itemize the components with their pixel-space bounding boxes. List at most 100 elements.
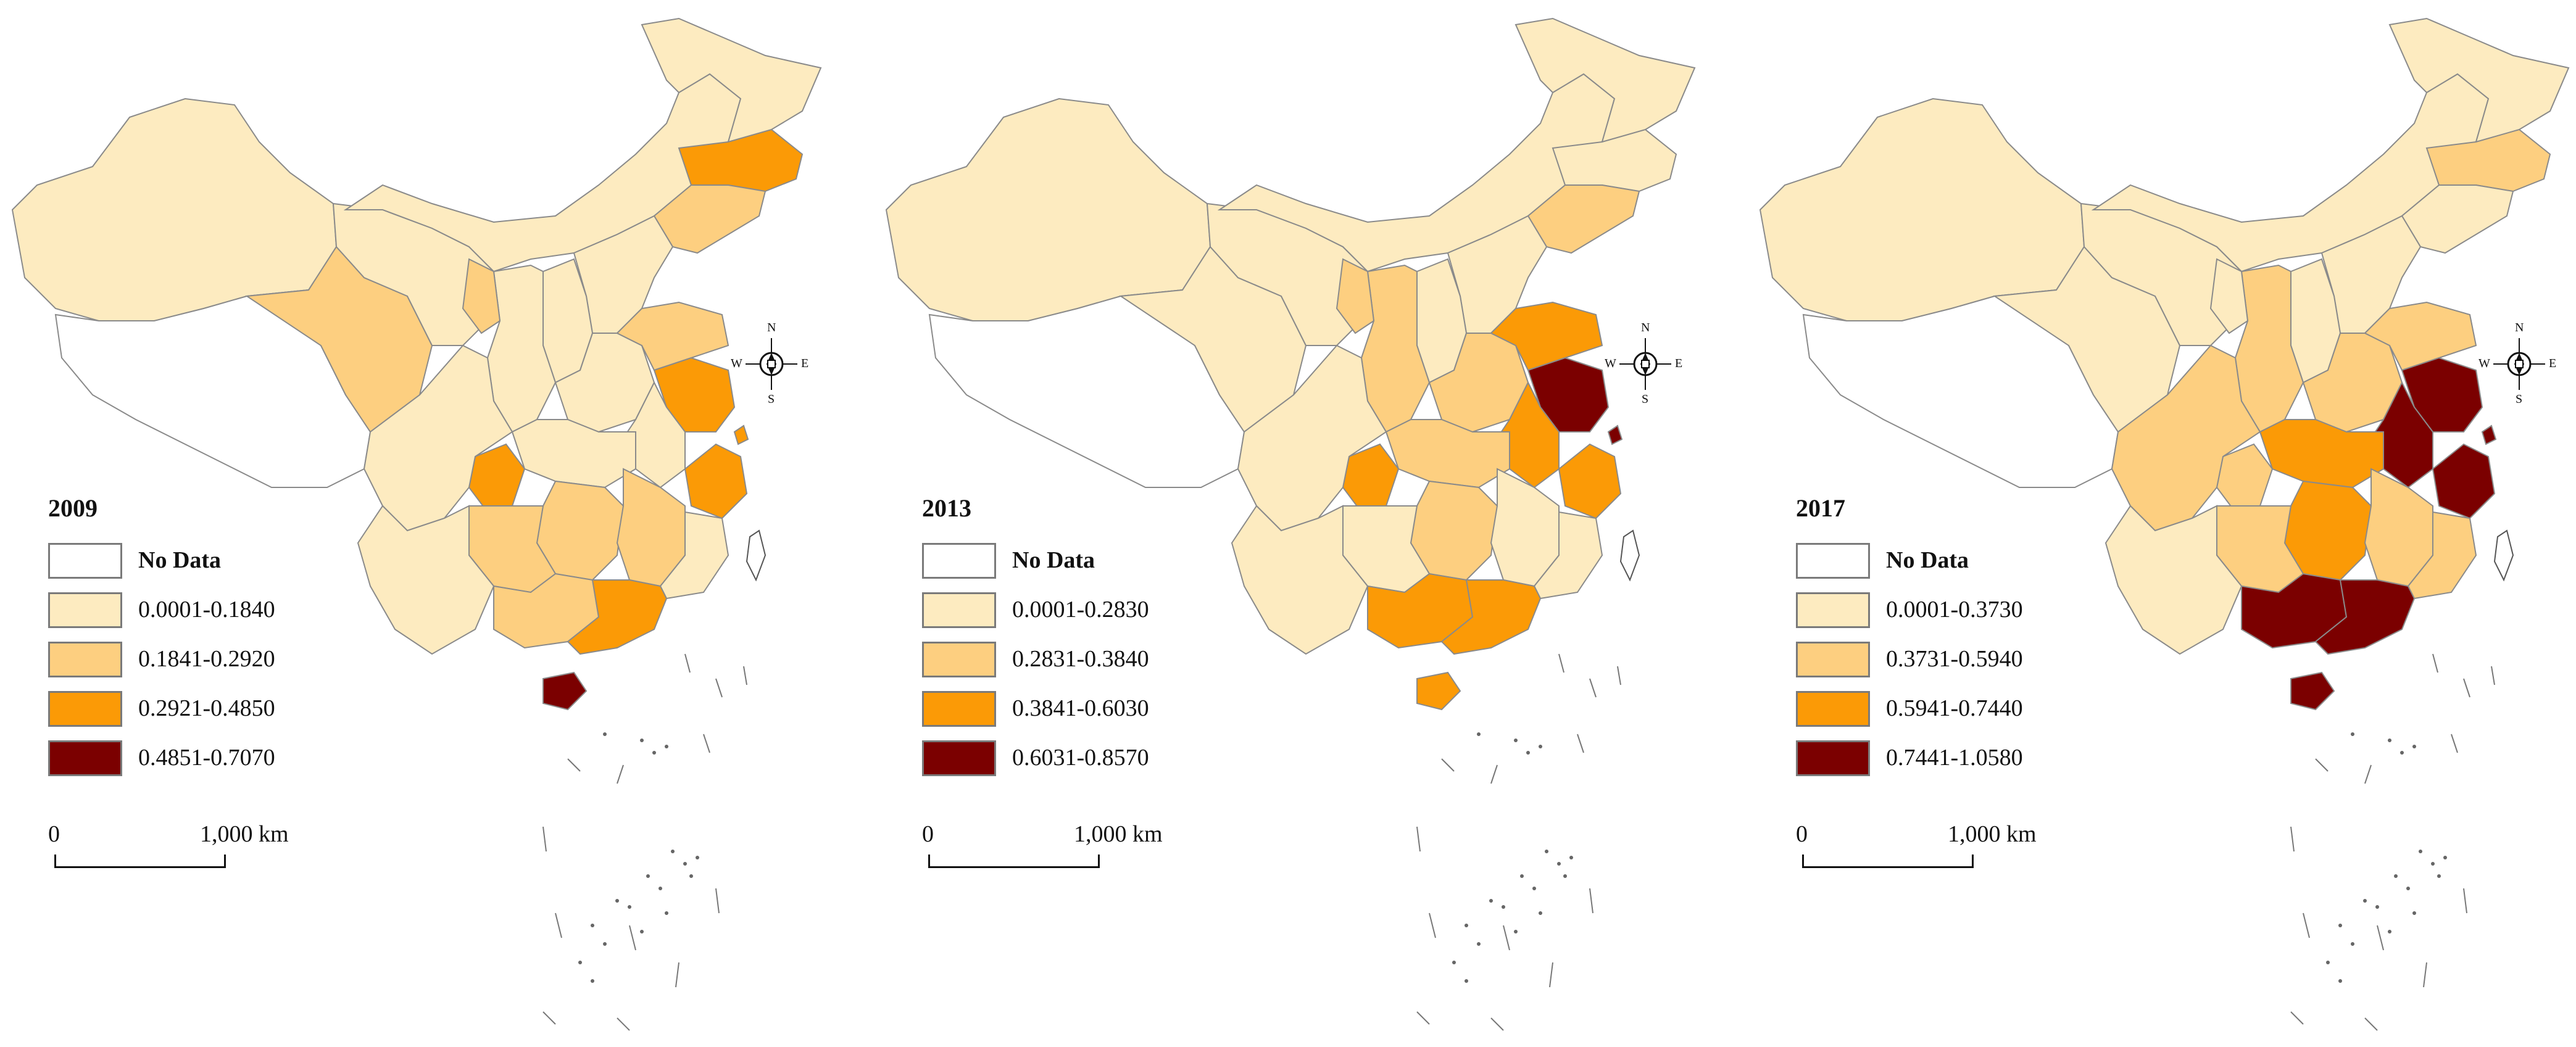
region-hainan bbox=[2290, 671, 2335, 711]
compass-rose-icon: N S W E bbox=[731, 321, 808, 407]
south-china-sea-islands bbox=[1416, 653, 1621, 1031]
region-shanghai bbox=[1607, 424, 1623, 445]
region-fujian bbox=[1533, 511, 1603, 600]
region-xinjiang bbox=[11, 97, 338, 321]
compass-n: N bbox=[2515, 321, 2524, 334]
china-map bbox=[1759, 17, 2570, 1031]
scale-bar: 0 1,000 km bbox=[922, 821, 1163, 876]
legend-label: 0.7441-1.0580 bbox=[1886, 745, 2023, 771]
region-taiwan bbox=[1619, 529, 1640, 582]
legend-swatch bbox=[48, 592, 122, 628]
scale-zero-label: 0 bbox=[48, 821, 60, 847]
region-fujian bbox=[2407, 511, 2477, 600]
legend-label: 0.0001-0.1840 bbox=[138, 597, 275, 623]
compass-s: S bbox=[1642, 392, 1649, 406]
region-zhejiang bbox=[2432, 443, 2496, 519]
legend-swatch bbox=[1796, 642, 1870, 677]
legend-label: 0.0001-0.2830 bbox=[1012, 597, 1149, 623]
compass-s: S bbox=[768, 392, 775, 406]
region-guangdong bbox=[567, 579, 668, 655]
map-panel-2009: N S W E 2009 No Data 0.0001-0.1840 0.184… bbox=[0, 0, 858, 1047]
legend-swatch bbox=[922, 691, 996, 727]
legend-label: 0.5941-0.7440 bbox=[1886, 695, 2023, 721]
region-yunnan bbox=[357, 505, 495, 655]
legend-label: 0.2921-0.4850 bbox=[138, 695, 275, 721]
compass-e: E bbox=[2549, 357, 2557, 370]
scale-bar-line bbox=[1802, 855, 1974, 868]
legend-label: 0.0001-0.3730 bbox=[1886, 597, 2023, 623]
region-liaoning bbox=[1527, 184, 1640, 254]
region-zhejiang bbox=[684, 443, 748, 519]
legend-label: 0.3731-0.5940 bbox=[1886, 646, 2023, 672]
scale-max-label: 1,000 km bbox=[1948, 821, 2037, 847]
legend-label: No Data bbox=[138, 547, 222, 573]
region-taiwan bbox=[746, 529, 767, 582]
legend-swatch bbox=[1796, 691, 1870, 727]
region-shandong bbox=[616, 301, 729, 371]
compass-n: N bbox=[767, 321, 776, 334]
region-zhejiang bbox=[1558, 443, 1622, 519]
region-hainan bbox=[542, 671, 588, 711]
legend-swatch bbox=[922, 740, 996, 776]
legend-label: No Data bbox=[1886, 547, 1969, 573]
region-taiwan bbox=[2493, 529, 2514, 582]
scale-bar: 0 1,000 km bbox=[1796, 821, 2037, 876]
legend-label: 0.4851-0.7070 bbox=[138, 745, 275, 771]
region-liaoning bbox=[2401, 184, 2514, 254]
scale-max-label: 1,000 km bbox=[1074, 821, 1163, 847]
region-yunnan bbox=[1231, 505, 1369, 655]
compass-n: N bbox=[1641, 321, 1650, 334]
region-ningxia bbox=[1336, 258, 1375, 334]
legend-swatch bbox=[48, 642, 122, 677]
legend-label: No Data bbox=[1012, 547, 1095, 573]
legend-label: 0.3841-0.6030 bbox=[1012, 695, 1149, 721]
scale-bar-line bbox=[928, 855, 1100, 868]
region-shanghai bbox=[2481, 424, 2497, 445]
china-map bbox=[11, 17, 822, 1031]
scale-bar: 0 1,000 km bbox=[48, 821, 289, 876]
region-ningxia bbox=[462, 258, 501, 334]
scale-max-label: 1,000 km bbox=[200, 821, 289, 847]
scale-zero-label: 0 bbox=[1796, 821, 1808, 847]
map-panel-2017: N S W E 2017 No Data 0.0001-0.3730 0.373… bbox=[1748, 0, 2576, 1047]
legend-label: 0.6031-0.8570 bbox=[1012, 745, 1149, 771]
legend-swatch bbox=[48, 691, 122, 727]
compass-rose-icon: N S W E bbox=[1605, 321, 1682, 407]
region-hubei bbox=[511, 419, 636, 489]
compass-s: S bbox=[2516, 392, 2523, 406]
legend-swatch bbox=[1796, 543, 1870, 579]
legend-swatch bbox=[922, 592, 996, 628]
legend-swatch bbox=[922, 543, 996, 579]
legend-swatch bbox=[922, 642, 996, 677]
region-guangdong bbox=[1440, 579, 1542, 655]
region-fujian bbox=[659, 511, 729, 600]
legend-swatch bbox=[48, 740, 122, 776]
legend-swatch bbox=[1796, 740, 1870, 776]
region-hainan bbox=[1416, 671, 1461, 711]
south-china-sea-islands bbox=[2290, 653, 2495, 1031]
region-guangdong bbox=[2314, 579, 2416, 655]
region-shanghai bbox=[733, 424, 749, 445]
compass-w: W bbox=[1605, 357, 1616, 370]
year-label: 2009 bbox=[48, 494, 98, 522]
south-china-sea-islands bbox=[542, 653, 747, 1031]
region-xinjiang bbox=[885, 97, 1211, 321]
compass-w: W bbox=[2478, 357, 2490, 370]
china-map bbox=[885, 17, 1696, 1031]
region-yunnan bbox=[2104, 505, 2243, 655]
year-label: 2017 bbox=[1796, 494, 1845, 522]
year-label: 2013 bbox=[922, 494, 971, 522]
region-hubei bbox=[2259, 419, 2384, 489]
compass-w: W bbox=[731, 357, 742, 370]
compass-rose-icon: N S W E bbox=[2478, 321, 2556, 407]
compass-e: E bbox=[801, 357, 809, 370]
legend-swatch bbox=[48, 543, 122, 579]
legend-label: 0.1841-0.2920 bbox=[138, 646, 275, 672]
region-ningxia bbox=[2209, 258, 2249, 334]
legend-swatch bbox=[1796, 592, 1870, 628]
legend-label: 0.2831-0.3840 bbox=[1012, 646, 1149, 672]
region-liaoning bbox=[653, 184, 767, 254]
region-shandong bbox=[1490, 301, 1603, 371]
region-hubei bbox=[1385, 419, 1510, 489]
scale-zero-label: 0 bbox=[922, 821, 934, 847]
